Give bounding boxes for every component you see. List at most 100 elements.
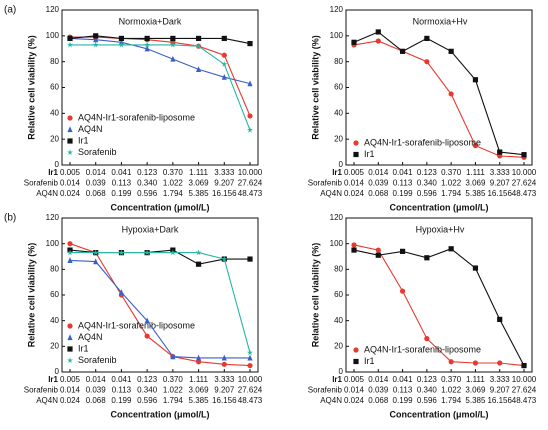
- data-point: [472, 360, 479, 366]
- data-point: [448, 48, 454, 54]
- x-tick-label: 5.385: [465, 396, 486, 405]
- x-row-name: Ir1: [48, 375, 58, 384]
- y-tick-label: 120: [46, 213, 60, 222]
- data-point: [521, 152, 527, 158]
- x-row-name: Sorafenib: [308, 386, 343, 395]
- data-point: [351, 242, 357, 248]
- data-point: [424, 336, 430, 342]
- series-line: [69, 37, 251, 85]
- x-row-name: AQ4N: [320, 189, 342, 198]
- x-tick-label: 27.624: [512, 179, 537, 188]
- y-tick-label: 80: [334, 264, 343, 273]
- x-tick-label: 0.340: [417, 179, 438, 188]
- data-point: [351, 39, 357, 45]
- x-tick-label: 0.199: [111, 396, 132, 405]
- x-tick-label: 0.068: [368, 189, 389, 198]
- x-tick-label: 0.340: [137, 179, 158, 188]
- x-tick-label: 10.000: [512, 375, 537, 384]
- panel-label: (b): [4, 213, 16, 224]
- x-tick-label: 3.333: [490, 375, 511, 384]
- x-tick-label: 0.024: [60, 189, 81, 198]
- data-point: [118, 289, 125, 296]
- x-tick-label: 5.385: [465, 189, 486, 198]
- data-point: [221, 35, 227, 42]
- x-tick-label: 0.370: [163, 375, 184, 384]
- x-tick-label: 1.111: [466, 375, 485, 384]
- x-tick-label: 9.207: [214, 179, 235, 188]
- x-tick-label: 0.199: [111, 189, 132, 198]
- data-point: [66, 249, 74, 256]
- data-point: [195, 42, 202, 49]
- data-point: [399, 248, 406, 254]
- data-point: [195, 261, 202, 267]
- x-tick-label: 0.005: [60, 375, 81, 384]
- data-point: [92, 41, 99, 48]
- series-line: [70, 252, 251, 353]
- data-point: [221, 354, 227, 361]
- data-point: [144, 41, 151, 48]
- x-tick-label: 3.333: [214, 168, 235, 177]
- data-point: [521, 362, 527, 369]
- data-point: [247, 362, 253, 369]
- data-point: [195, 66, 202, 73]
- x-tick-label: 0.123: [137, 168, 158, 177]
- data-point: [247, 354, 253, 361]
- x-tick-label: 0.039: [368, 386, 389, 395]
- y-tick-label: 40: [334, 316, 343, 325]
- x-tick-label: 3.069: [189, 386, 210, 395]
- x-tick-label: 0.041: [111, 168, 132, 177]
- series-line: [353, 244, 525, 367]
- chart-title: Normoxia+Hv: [413, 16, 468, 26]
- y-tick-label: 20: [334, 134, 343, 143]
- x-tick-label: 10.000: [512, 168, 537, 177]
- data-point: [66, 149, 74, 156]
- data-point: [247, 113, 253, 119]
- x-tick-label: 0.123: [417, 168, 438, 177]
- x-tick-label: 5.385: [189, 396, 210, 405]
- x-tick-label: 0.014: [368, 168, 389, 177]
- data-point: [221, 52, 227, 58]
- x-tick-label: 16.156: [212, 396, 237, 405]
- x-tick-label: 0.039: [86, 179, 107, 188]
- y-tick-label: 100: [330, 31, 344, 40]
- data-point: [170, 35, 176, 42]
- x-tick-label: 0.596: [137, 396, 158, 405]
- data-point: [67, 126, 73, 133]
- chart-title: Hypoxia+Hv: [416, 224, 465, 234]
- y-tick-label: 120: [46, 5, 60, 14]
- x-tick-label: 0.041: [393, 375, 414, 384]
- data-point: [170, 353, 176, 360]
- data-point: [375, 38, 381, 44]
- data-point: [144, 317, 150, 324]
- x-tick-label: 1.794: [441, 189, 462, 198]
- data-point: [375, 29, 381, 35]
- legend-label: Ir1: [364, 149, 375, 159]
- y-axis-label: Relative cell viability (%): [26, 243, 36, 348]
- y-tick-label: 60: [334, 290, 343, 299]
- x-tick-label: 3.069: [189, 179, 210, 188]
- y-tick-label: 0: [55, 160, 60, 169]
- y-tick-label: 60: [334, 83, 343, 92]
- x-tick-label: 5.385: [189, 189, 210, 198]
- data-point: [353, 347, 359, 353]
- data-point: [169, 41, 176, 48]
- data-point: [93, 258, 99, 265]
- x-tick-label: 16.156: [487, 189, 512, 198]
- x-axis-label: Concentration (μmol/L): [111, 202, 210, 212]
- x-tick-label: 0.068: [86, 396, 107, 405]
- x-tick-label: 0.068: [368, 396, 389, 405]
- data-point: [472, 265, 479, 271]
- x-tick-label: 27.624: [238, 386, 263, 395]
- data-point: [93, 36, 99, 43]
- series-line: [353, 248, 525, 366]
- y-tick-label: 120: [330, 213, 344, 222]
- data-point: [169, 249, 176, 256]
- x-tick-label: 0.199: [393, 396, 414, 405]
- y-axis-label: Relative cell viability (%): [310, 243, 320, 348]
- data-point: [221, 73, 227, 80]
- legend-label: AQ4N-Ir1-sorafenib-liposome: [78, 320, 195, 330]
- x-tick-label: 1.022: [441, 179, 462, 188]
- x-row-name: Ir1: [48, 168, 58, 177]
- x-tick-label: 48.473: [238, 396, 263, 405]
